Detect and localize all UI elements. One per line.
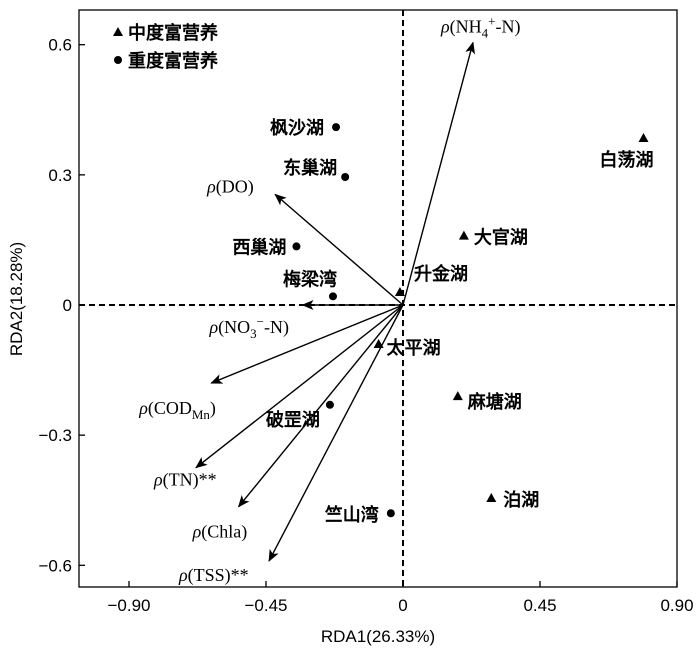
- point-label: 竺山湾: [325, 504, 379, 526]
- x-tick-label: 0.45: [523, 596, 556, 615]
- circle-point: [292, 242, 301, 251]
- legend-label: 重度富营养: [128, 50, 219, 72]
- circle-point: [328, 292, 337, 301]
- y-tick-label: 0: [63, 296, 72, 315]
- circle-point: [332, 123, 341, 132]
- y-tick-label: 0.3: [48, 166, 72, 185]
- point-label: 破罡湖: [266, 409, 320, 431]
- triangle-point: [486, 493, 497, 503]
- axis-ticks: −0.90 −0.45 0 0.45 0.90 −0.6 −0.3 0 0.3 0.6: [38, 36, 693, 615]
- point-label: 白荡湖: [600, 149, 654, 171]
- y-axis-title: RDA2(18.28%): [7, 242, 26, 356]
- vector-arrow-1: [402, 41, 476, 306]
- circle-point: [325, 400, 334, 409]
- point-label: 枫沙湖: [270, 117, 324, 139]
- y-tick-label: 0.6: [48, 36, 72, 55]
- vector-label-4: ρ(CODMn): [138, 398, 216, 422]
- point-label: 西巢湖: [232, 236, 286, 258]
- triangle-point: [373, 339, 384, 349]
- triangle-point: [458, 230, 469, 240]
- zero-reference-lines: [79, 10, 677, 587]
- point-label: 大官湖: [474, 227, 528, 249]
- legend-label: 中度富营养: [128, 22, 219, 44]
- point-label: 梅梁湾: [283, 268, 337, 290]
- environment-vectors: ρ(NH4+-N) ρ(DO) ρ(NO3−-N) ρ(CODMn) ρ(TN)** ρ(…: [138, 14, 520, 586]
- y-tick-label: −0.3: [38, 426, 72, 445]
- point-label: 泊湖: [503, 490, 539, 511]
- point-label: 太平湖: [387, 337, 441, 359]
- legend-circle-marker: [114, 56, 122, 64]
- x-tick-label: 0: [398, 596, 407, 615]
- triangle-point: [394, 286, 405, 296]
- circle-point: [386, 509, 395, 518]
- vector-label-7: ρ(TSS)**: [178, 565, 249, 586]
- triangle-point: [452, 391, 463, 401]
- point-label: 东巢湖: [283, 157, 337, 179]
- point-label: 升金湖: [414, 263, 468, 285]
- vector-arrow-6: [237, 304, 404, 508]
- vector-arrow-5: [195, 304, 404, 469]
- vector-arrow-2: [274, 193, 404, 306]
- x-tick-label: −0.45: [244, 596, 287, 615]
- legend-triangle-marker: [113, 27, 123, 36]
- x-axis-title: RDA1(26.33%): [321, 627, 435, 646]
- vector-arrow-4: [210, 304, 404, 384]
- vector-label-1: ρ(NH4+-N): [440, 14, 520, 41]
- x-tick-label: 0.90: [660, 596, 693, 615]
- plot-frame: [78, 9, 678, 588]
- circle-point: [341, 173, 350, 182]
- vector-label-6: ρ(Chla): [192, 522, 248, 543]
- vector-label-2: ρ(DO): [206, 176, 254, 197]
- y-tick-label: −0.6: [38, 556, 72, 575]
- triangle-point: [638, 132, 649, 142]
- point-label: 麻塘湖: [467, 391, 522, 413]
- x-tick-label: −0.90: [107, 596, 150, 615]
- vector-label-5: ρ(TN)**: [153, 470, 217, 491]
- vector-label-3: ρ(NO3−-N): [209, 314, 289, 341]
